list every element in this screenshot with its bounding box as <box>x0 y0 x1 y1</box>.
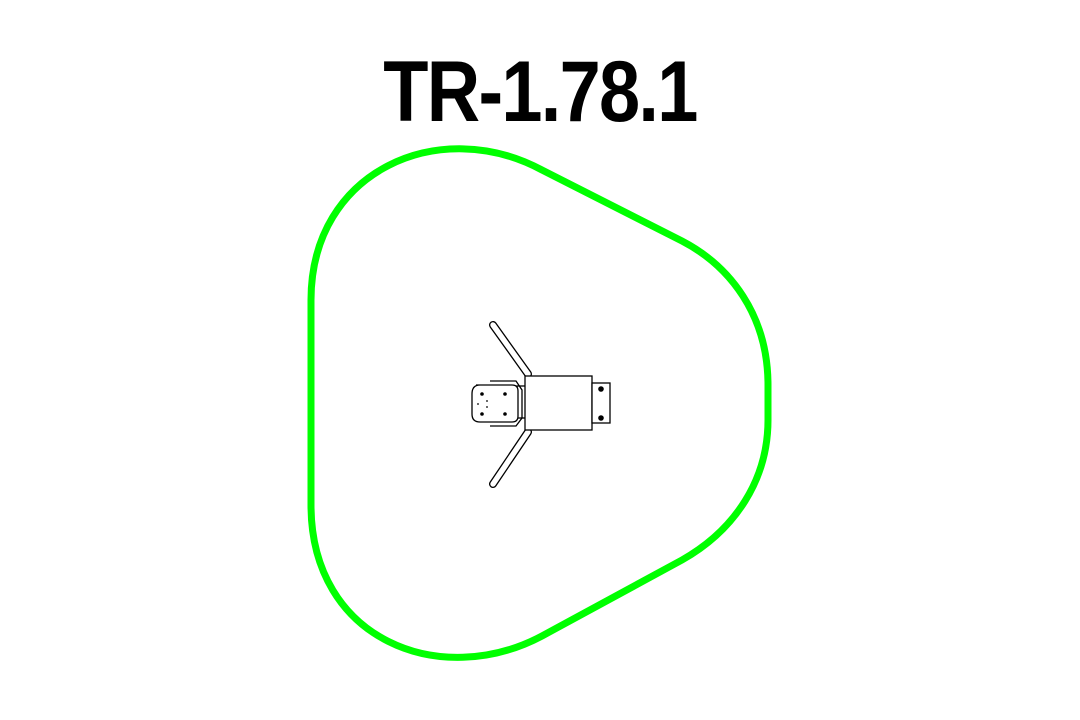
lower-handle-bar-icon <box>489 428 532 488</box>
upper-handle-bar-icon <box>489 321 532 378</box>
mounting-plate <box>591 382 611 424</box>
bolt-icon <box>503 392 507 396</box>
bolt-icon <box>598 415 604 421</box>
bolt-icon <box>598 386 604 392</box>
safety-zone-outline <box>307 145 772 661</box>
bolt-icon <box>480 392 484 396</box>
bolt-icon <box>480 412 484 416</box>
seat-icon <box>471 380 527 427</box>
diagram-title: TR-1.78.1 <box>383 44 698 140</box>
bolt-icon <box>503 412 507 416</box>
outdoor-exercise-station-top-view-icon <box>471 321 611 488</box>
main-frame <box>524 375 593 431</box>
